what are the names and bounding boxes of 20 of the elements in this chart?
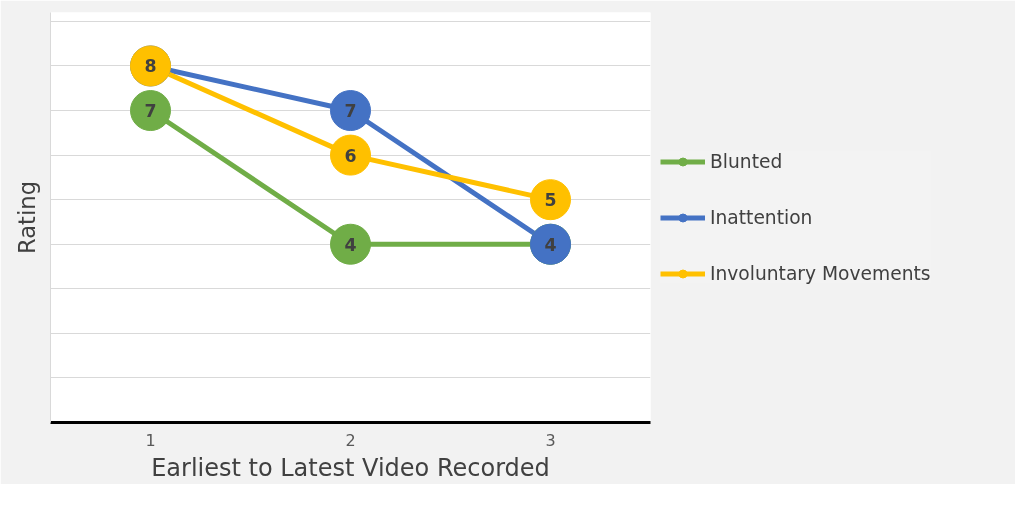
legend-label: Inattention bbox=[710, 206, 813, 228]
data-label: 7 bbox=[344, 101, 357, 122]
x-tick-label: 1 bbox=[145, 430, 156, 450]
data-label: 8 bbox=[144, 56, 157, 77]
data-label: 5 bbox=[544, 190, 557, 211]
data-label: 4 bbox=[544, 234, 557, 255]
legend-label: Involuntary Movements bbox=[710, 262, 931, 284]
point bbox=[530, 179, 571, 221]
y-axis-title: Rating bbox=[13, 180, 40, 255]
data-label: 7 bbox=[144, 101, 157, 122]
point bbox=[330, 223, 371, 265]
point bbox=[330, 90, 371, 131]
data-label: 6 bbox=[344, 145, 357, 166]
point bbox=[330, 134, 371, 176]
legend-label: Blunted bbox=[710, 150, 783, 172]
x-tick-label: 2 bbox=[345, 430, 356, 450]
x-tick-label: 3 bbox=[545, 430, 556, 450]
x-axis-title: Earliest to Latest Video Recorded bbox=[151, 453, 550, 482]
data-label: 4 bbox=[344, 234, 357, 255]
point bbox=[130, 90, 171, 131]
